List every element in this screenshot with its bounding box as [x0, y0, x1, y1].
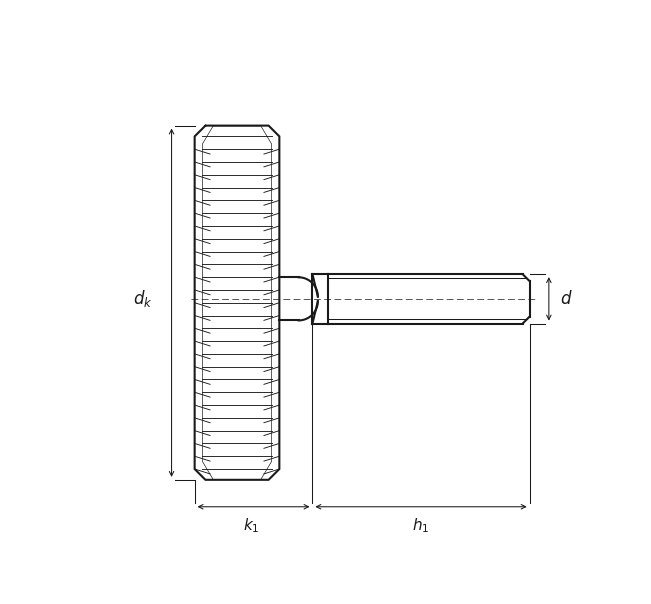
Text: $d$: $d$ — [561, 290, 573, 308]
Text: $h_1$: $h_1$ — [412, 516, 430, 535]
Text: $d_k$: $d_k$ — [133, 288, 153, 309]
Text: $k_1$: $k_1$ — [243, 516, 259, 535]
